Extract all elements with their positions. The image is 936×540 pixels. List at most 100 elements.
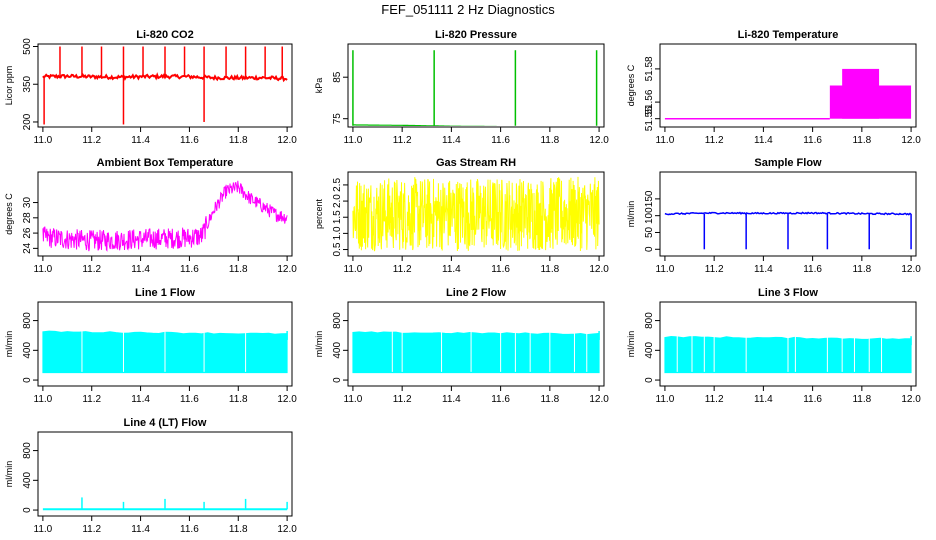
x-tick-label: 11.2 (393, 264, 412, 275)
y-axis-label: ml/min (626, 331, 636, 358)
panel-title: Sample Flow (754, 157, 822, 169)
panels: Li-820 CO2 Licor ppm 11.0 11.2 11.4 11.6 11.8 1… (4, 29, 921, 535)
y-tick-label: 51.56 (644, 89, 655, 114)
panel-7: Line 1 Flow ml/min 11.0 11.2 11.4 11.6 11.8 12.… (4, 287, 297, 405)
y-axis-label: percent (314, 198, 324, 229)
x-tick-label: 11.6 (803, 394, 822, 405)
x-tick-label: 11.4 (131, 524, 150, 535)
x-tick-label: 11.0 (656, 394, 675, 405)
co2-line (42, 72, 288, 83)
rh-line (352, 176, 600, 252)
x-tick-label: 11.6 (491, 135, 510, 146)
panel-5: Gas Stream RH percent 11.0 11.2 11.4 11.6 11.8… (314, 157, 609, 275)
x-tick-label: 11.4 (131, 264, 150, 275)
panel-title: Line 2 Flow (446, 287, 506, 299)
y-tick-label: 0 (644, 246, 655, 252)
y-axis-label: ml/min (626, 201, 636, 228)
x-tick-label: 11.2 (705, 135, 724, 146)
y-tick-label: 50 (644, 226, 655, 238)
y-tick-label: 800 (22, 312, 33, 329)
y-tick-label: 51.55 (644, 106, 655, 131)
x-tick-label: 11.2 (82, 394, 101, 405)
panel-title: Li-820 CO2 (136, 29, 193, 41)
y-tick-label: 400 (332, 342, 343, 359)
series-line (42, 180, 288, 252)
x-tick-label: 12.0 (901, 394, 921, 405)
panel-title: Line 4 (LT) Flow (124, 417, 207, 429)
plot-frame (659, 301, 917, 387)
x-tick-label: 11.6 (180, 524, 199, 535)
y-axis-label: ml/min (4, 461, 14, 488)
ambient-line (42, 180, 288, 252)
x-tick-label: 11.6 (491, 264, 510, 275)
series-line (664, 68, 912, 120)
x-tick-label: 11.8 (852, 135, 871, 146)
x-tick-label: 11.6 (180, 264, 199, 275)
plot-frame (347, 171, 605, 257)
x-tick-label: 11.8 (229, 524, 248, 535)
y-tick-label: 1.5 (332, 210, 343, 224)
series-line (664, 211, 912, 250)
y-tick-label: 85 (332, 71, 343, 83)
x-tick-label: 11.8 (540, 394, 559, 405)
x-tick-label: 11.2 (393, 394, 412, 405)
x-tick-label: 11.2 (82, 135, 101, 146)
plot-frame (37, 171, 293, 257)
panel-title: Li-820 Temperature (738, 29, 839, 41)
y-tick-label: 26 (22, 227, 33, 239)
y-axis-label: degrees C (4, 193, 14, 235)
x-tick-label: 11.6 (180, 135, 199, 146)
x-tick-label: 11.8 (229, 264, 248, 275)
x-tick-label: 12.0 (277, 264, 297, 275)
figure-title: FEF_051111 2 Hz Diagnostics (381, 2, 555, 17)
x-tick-label: 11.6 (180, 394, 199, 405)
pressure-line (352, 124, 505, 126)
plot-frame (659, 171, 917, 257)
x-tick-label: 12.0 (901, 264, 921, 275)
x-tick-label: 11.8 (229, 394, 248, 405)
x-tick-label: 12.0 (277, 135, 297, 146)
x-tick-label: 11.6 (491, 394, 510, 405)
x-tick-label: 11.8 (852, 394, 871, 405)
x-tick-label: 11.8 (229, 135, 248, 146)
x-tick-label: 11.8 (540, 264, 559, 275)
x-tick-label: 12.0 (589, 264, 609, 275)
y-tick-label: 500 (22, 38, 33, 55)
series-line (42, 330, 288, 374)
x-tick-label: 11.6 (803, 264, 822, 275)
y-tick-label: 350 (22, 75, 33, 92)
panel-2: Li-820 Pressure kPa 11.0 11.2 11.4 11.6 11.8 12… (314, 29, 609, 146)
panel-title: Ambient Box Temperature (97, 157, 234, 169)
x-tick-label: 11.4 (131, 135, 150, 146)
y-tick-label: 800 (644, 312, 655, 329)
panel-4: Ambient Box Temperature degrees C 11.0 11.2… (4, 157, 297, 275)
panel-title: Line 3 Flow (758, 287, 818, 299)
panel-9: Line 3 Flow ml/min 11.0 11.2 11.4 11.6 11.8 12.… (626, 287, 921, 405)
y-axis-label: Licor ppm (4, 66, 14, 106)
plot-frame (37, 431, 293, 517)
x-tick-label: 11.4 (442, 135, 461, 146)
y-tick-label: 800 (22, 442, 33, 459)
x-tick-label: 11.4 (442, 264, 461, 275)
panel-title: Line 1 Flow (135, 287, 195, 299)
x-tick-label: 11.0 (344, 264, 363, 275)
plot-frame (37, 301, 293, 387)
y-axis-label: kPa (314, 78, 324, 94)
y-tick-label: 51.58 (644, 56, 655, 81)
y-tick-label: 75 (332, 113, 343, 125)
x-tick-label: 11.0 (344, 394, 363, 405)
panel-6: Sample Flow ml/min 11.0 11.2 11.4 11.6 11.8 12.… (626, 157, 921, 275)
panel-title: Li-820 Pressure (435, 29, 517, 41)
plot-frame (659, 43, 917, 128)
x-tick-label: 11.8 (540, 135, 559, 146)
plot-frame (347, 43, 605, 128)
x-tick-label: 12.0 (277, 394, 297, 405)
x-tick-label: 11.4 (442, 394, 461, 405)
x-tick-label: 11.2 (705, 264, 724, 275)
x-tick-label: 11.0 (34, 264, 53, 275)
y-tick-label: 400 (644, 342, 655, 359)
sample-flow-line (664, 211, 912, 216)
flow-area (352, 331, 600, 374)
y-tick-label: 150 (644, 190, 655, 207)
